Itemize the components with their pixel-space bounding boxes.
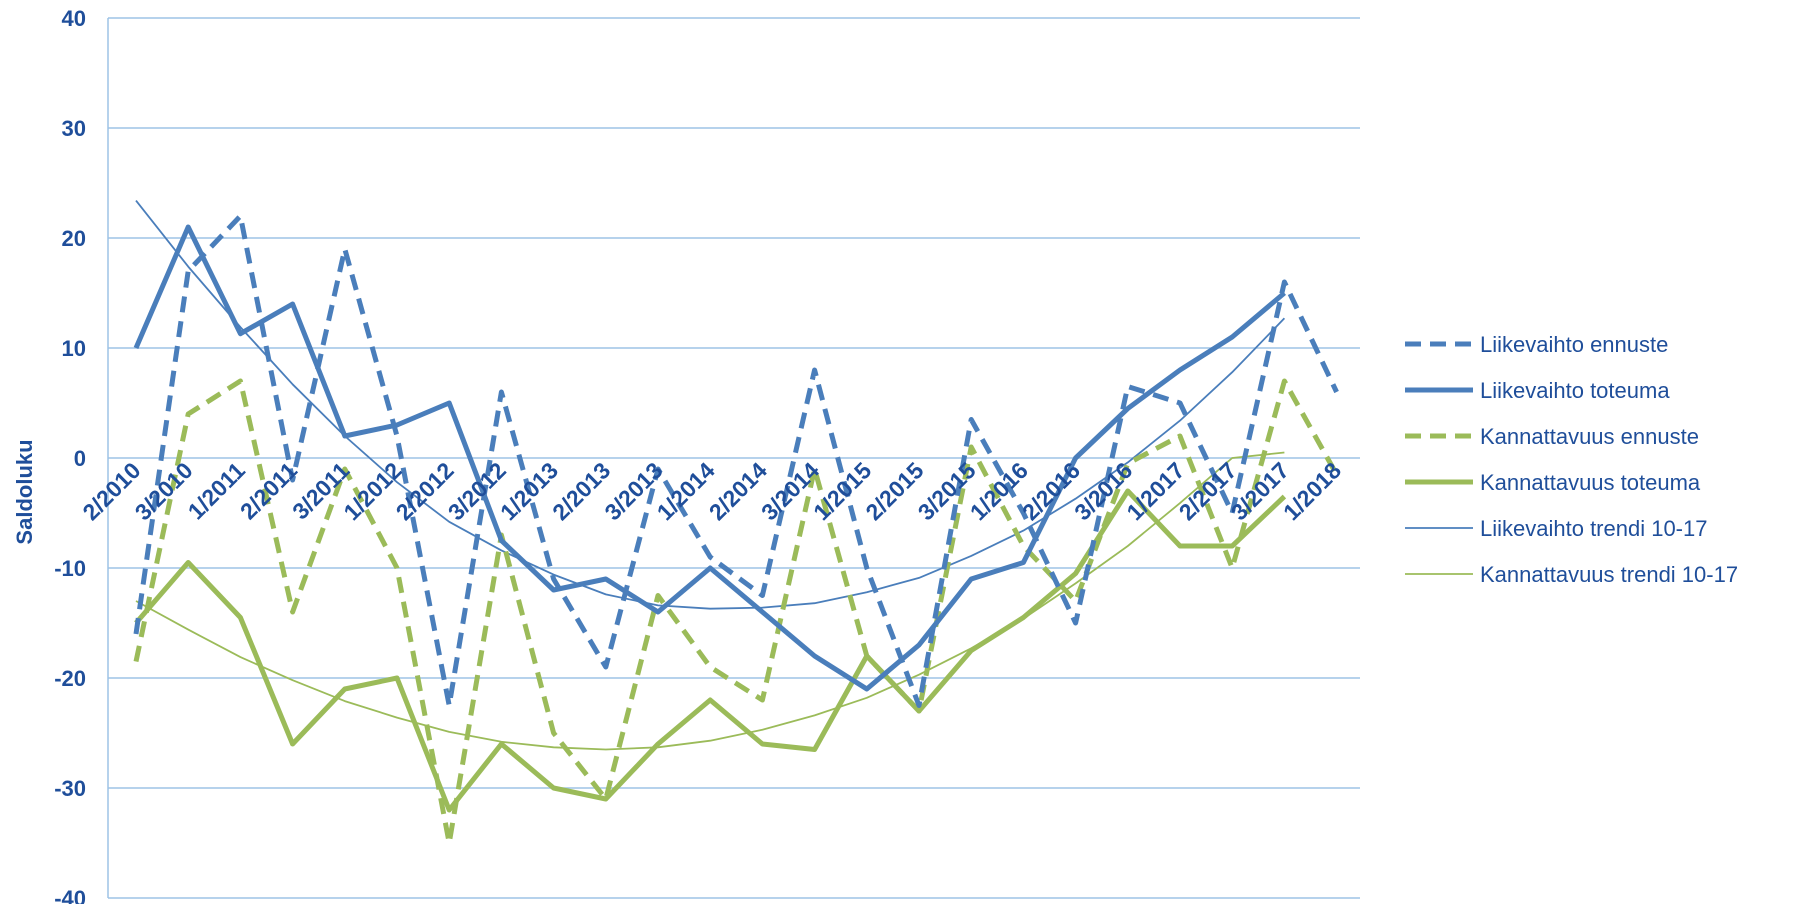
y-tick-label: -10 <box>54 556 86 581</box>
x-tick-label: 2/2015 <box>860 457 928 525</box>
series-line-1 <box>133 224 1287 692</box>
x-tick-labels: 2/20103/20101/20112/20113/20111/20122/20… <box>77 457 1346 525</box>
x-tick-label: 1/2017 <box>1121 457 1189 525</box>
x-tick-label: 1/2011 <box>183 457 250 524</box>
series-line-4 <box>135 200 1286 610</box>
x-tick-label: 2/2013 <box>547 457 615 525</box>
y-tick-label: 20 <box>62 226 86 251</box>
x-tick-label: 2/2010 <box>77 457 145 525</box>
y-tick-label: -20 <box>54 666 86 691</box>
grid-lines <box>107 17 1360 899</box>
x-tick-label: 3/2010 <box>130 457 198 525</box>
x-tick-label: 1/2013 <box>495 457 563 525</box>
x-tick-label: 2/2014 <box>704 457 772 525</box>
series-line-0 <box>133 213 1339 708</box>
y-axis-label: Saldoluku <box>12 439 37 544</box>
x-tick-label: 2/2016 <box>1017 457 1085 525</box>
x-tick-label: 1/2018 <box>1278 457 1346 525</box>
y-tick-label: 30 <box>62 116 86 141</box>
y-tick-label: -30 <box>54 776 86 801</box>
legend-entry: Kannattavuus trendi 10-17 <box>1480 562 1738 587</box>
y-tick-label: 0 <box>74 446 86 471</box>
y-tick-label: 40 <box>62 6 86 31</box>
legend-entry: Kannattavuus ennuste <box>1480 424 1699 449</box>
legend: Liikevaihto ennuste Liikevaihto toteuma Ka… <box>1405 332 1738 587</box>
legend-entry: Liikevaihto toteuma <box>1480 378 1670 403</box>
legend-entry: Liikevaihto ennuste <box>1480 332 1668 357</box>
x-tick-label: 2/2012 <box>391 457 459 525</box>
x-tick-label: 3/2013 <box>599 457 667 525</box>
x-tick-label: 2/2017 <box>1174 457 1242 525</box>
y-tick-labels: 40 30 20 10 0 -10 -20 -30 -40 <box>54 6 86 904</box>
series-line-3 <box>134 488 1287 813</box>
series-line-5 <box>135 451 1285 751</box>
y-tick-label: 10 <box>62 336 86 361</box>
y-tick-label: -40 <box>54 886 86 904</box>
legend-entry: Kannattavuus toteuma <box>1480 470 1701 495</box>
series-line-2 <box>133 378 1339 846</box>
x-tick-label: 3/2015 <box>913 457 981 525</box>
x-tick-label: 1/2012 <box>338 457 406 525</box>
x-tick-label: 3/2017 <box>1226 457 1294 525</box>
series-lines <box>133 200 1339 846</box>
x-tick-label: 3/2012 <box>443 457 511 525</box>
legend-entry: Liikevaihto trendi 10-17 <box>1480 516 1707 541</box>
